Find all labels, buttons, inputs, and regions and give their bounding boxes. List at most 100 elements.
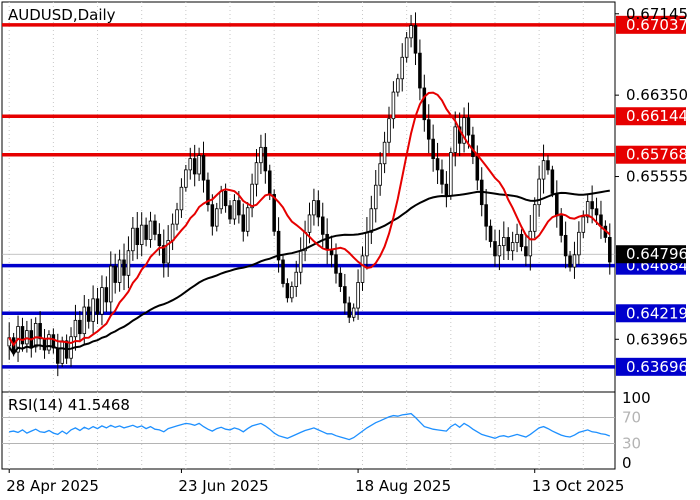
candle-body [426, 119, 431, 140]
candle-body [201, 155, 206, 181]
price-tick-label: 0.66350 [626, 86, 688, 104]
candle-body [475, 156, 480, 181]
candle-body [365, 231, 369, 257]
candle-body [360, 255, 365, 283]
candle-body [210, 204, 215, 227]
candle-body [38, 323, 42, 340]
level-price-tag [616, 15, 686, 34]
candle-body [113, 265, 117, 283]
level-price-tag [616, 107, 686, 126]
candle-body [524, 246, 528, 257]
candle-body [572, 254, 577, 268]
date-tick-label: 23 Jun 2025 [178, 477, 268, 495]
candle-body [325, 233, 329, 251]
candle-body [192, 158, 197, 175]
price-tick-label: 0.67145 [626, 5, 688, 23]
candle-body [378, 163, 382, 186]
candle-body [497, 245, 502, 257]
candle-body [453, 126, 457, 153]
candle-body [577, 231, 581, 256]
candle-body [541, 160, 546, 180]
date-tick-label: 18 Aug 2025 [355, 477, 451, 495]
candle-body [214, 208, 219, 227]
candle-body [91, 298, 95, 322]
candle-body [312, 200, 316, 216]
candle-body [42, 338, 47, 351]
candle-body [285, 283, 290, 299]
candle-body [462, 117, 466, 144]
candle-body [259, 146, 263, 164]
rsi-tick-label: 70 [622, 409, 641, 427]
candle-body [245, 207, 250, 232]
candle-body [250, 183, 254, 209]
level-price-label: 0.66144 [626, 107, 688, 125]
candle-body [298, 250, 303, 273]
candle-body [559, 215, 563, 236]
candle-body [157, 233, 162, 247]
date-tick-label: 28 Apr 2025 [6, 477, 99, 495]
candle-body [51, 334, 56, 349]
candle-body [320, 216, 325, 235]
level-price-label: 0.63696 [626, 358, 688, 376]
candle-body [449, 152, 453, 196]
candle-body [356, 282, 360, 309]
candle-body [528, 230, 533, 257]
candle-body [263, 146, 268, 172]
candle-body [457, 126, 462, 144]
candle-body [590, 201, 594, 210]
candle-body [351, 307, 356, 318]
candle-body [144, 224, 148, 240]
candle-body [334, 254, 338, 274]
candle-body [316, 200, 321, 218]
candle-body [60, 340, 64, 364]
candle-body [435, 158, 440, 171]
candle-body [95, 298, 100, 315]
candle-body [206, 179, 210, 206]
candle-body [515, 233, 519, 243]
candle-body [391, 91, 396, 120]
candle-body [338, 272, 343, 287]
candle-body [471, 134, 475, 157]
moving-averages [8, 91, 611, 356]
candle-body [440, 169, 444, 185]
level-price-tag [616, 357, 686, 376]
price-grid [8, 2, 584, 392]
candle-body [537, 178, 541, 206]
candle-body [20, 326, 25, 345]
price-tick-label: 0.65555 [626, 168, 688, 186]
candle-body [33, 323, 38, 348]
candle-body [47, 334, 51, 351]
price-panel-frame [1, 1, 616, 393]
candle-body [139, 224, 144, 245]
candle-body [510, 242, 515, 252]
candle-body [532, 204, 537, 232]
candle-body [162, 245, 166, 264]
candle-body [387, 118, 391, 143]
candle-body [422, 87, 427, 121]
candle-body [73, 319, 78, 338]
candle-body [343, 286, 347, 304]
candle-body [228, 205, 232, 220]
candle-body [546, 160, 550, 171]
current-price-tag [616, 245, 686, 264]
candle-body [563, 234, 568, 257]
candle-body [400, 56, 405, 80]
rsi-line-group [9, 412, 611, 441]
candle-body [488, 225, 493, 242]
candle-body [148, 220, 153, 240]
candle-body [413, 25, 418, 54]
candles [7, 12, 612, 377]
rsi-level-lines [2, 417, 615, 444]
rsi-panel-frame [1, 391, 616, 470]
candle-body [550, 169, 555, 194]
date-tick-label: 13 Oct 2025 [532, 477, 625, 495]
candle-body [585, 201, 590, 218]
support-resistance-levels [2, 23, 615, 369]
rsi-grid [8, 392, 584, 469]
candle-body [117, 259, 122, 283]
current-price-label: 0.64796 [626, 245, 688, 263]
candle-body [135, 227, 140, 245]
candle-body [581, 216, 586, 233]
level-price-label: 0.65768 [626, 146, 688, 164]
price-tick-label: 0.63965 [626, 330, 688, 348]
